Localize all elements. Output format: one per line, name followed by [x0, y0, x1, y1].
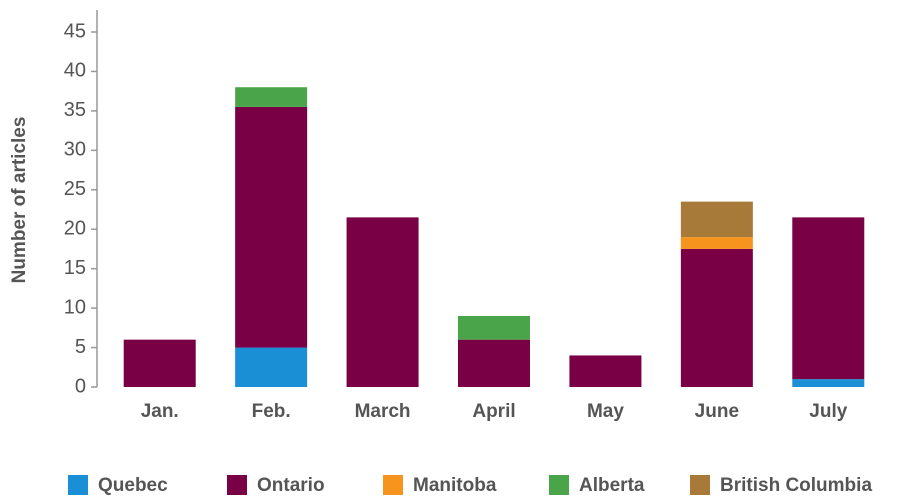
legend-swatch	[549, 475, 569, 495]
y-tick-label: 5	[75, 336, 86, 358]
y-tick-label: 15	[64, 257, 86, 279]
bar-segment	[792, 379, 865, 387]
legend-swatch	[227, 475, 247, 495]
y-tick-label: 35	[64, 99, 86, 121]
bar-segment	[235, 106, 308, 348]
legend-swatch	[68, 475, 88, 495]
bar-segment	[346, 217, 419, 387]
bar-segment	[792, 217, 865, 380]
y-tick-label: 10	[64, 296, 86, 318]
x-tick-label: April	[472, 401, 515, 422]
legend-label: Quebec	[98, 475, 168, 496]
bar-segment	[680, 237, 753, 249]
y-tick-label: 40	[64, 60, 86, 82]
bar-segment	[458, 316, 530, 340]
bar-segment	[123, 339, 196, 387]
bar-segment	[680, 201, 753, 238]
legend-label: Alberta	[579, 475, 645, 496]
legend-label: Manitoba	[413, 475, 497, 496]
x-tick-label: May	[587, 401, 624, 422]
x-tick-label: Jan.	[141, 401, 179, 422]
legend-label: Ontario	[257, 475, 325, 496]
legend-swatch	[690, 475, 710, 495]
y-tick-label: 0	[75, 375, 86, 397]
bar-segment	[235, 347, 308, 387]
y-tick-label: 25	[64, 178, 86, 200]
bar-segment	[569, 355, 642, 387]
legend-swatch	[383, 475, 403, 495]
legend-label: British Columbia	[720, 475, 872, 496]
x-tick-label: March	[355, 401, 411, 422]
y-tick-label: 45	[64, 20, 86, 42]
bar-segment	[235, 87, 308, 107]
y-tick-label: 30	[64, 139, 86, 161]
y-tick-label: 20	[64, 218, 86, 240]
bar-segment	[458, 339, 530, 387]
x-tick-label: Feb.	[252, 401, 291, 422]
bar-segment	[680, 248, 753, 387]
x-tick-label: July	[809, 401, 847, 422]
y-axis-label: Number of articles	[9, 117, 30, 284]
x-tick-label: June	[695, 401, 739, 422]
